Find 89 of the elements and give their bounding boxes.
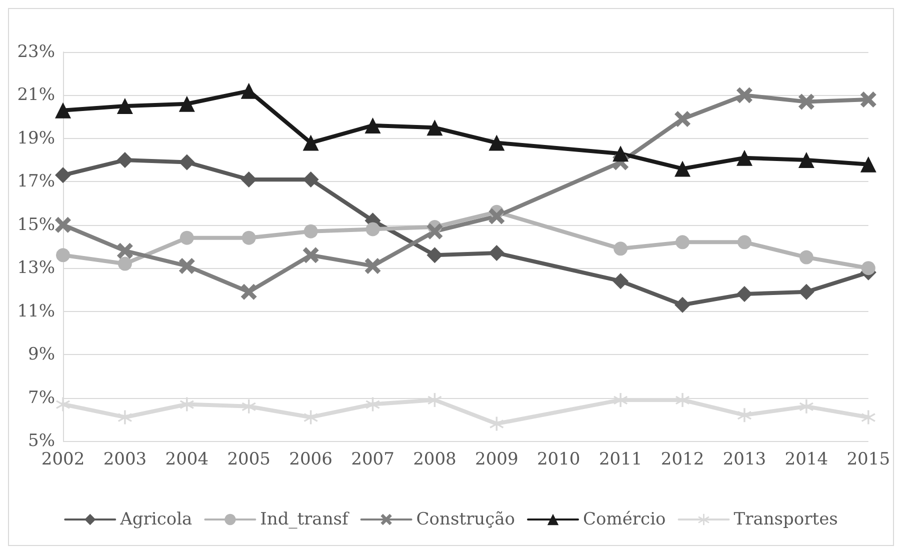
point (180, 397, 194, 412)
x-tick-label: 2011 (598, 450, 642, 470)
point (736, 150, 752, 166)
point (240, 82, 257, 99)
point (737, 408, 752, 422)
y-tick-label: 5% (28, 431, 55, 451)
y-tick-label: 23% (17, 42, 55, 62)
point (488, 244, 505, 261)
point (116, 152, 133, 168)
point (676, 235, 690, 250)
y-tick-label: 13% (17, 258, 55, 278)
point (304, 224, 318, 238)
point (364, 258, 381, 274)
point (426, 223, 443, 240)
legend-label: Construção (416, 510, 515, 530)
point (178, 154, 195, 170)
point (56, 397, 70, 412)
point (860, 156, 876, 172)
point (488, 208, 505, 224)
point (676, 392, 690, 407)
point (674, 110, 691, 127)
point (242, 399, 256, 414)
point (178, 258, 195, 274)
x-tick-label: 2002 (41, 450, 85, 470)
point (55, 167, 71, 184)
x-tick-label: 2013 (722, 450, 766, 470)
point (799, 250, 814, 264)
point (674, 160, 691, 177)
point (798, 94, 814, 110)
point (612, 146, 629, 162)
point (302, 247, 319, 264)
point (302, 134, 319, 151)
point (736, 87, 752, 104)
point (240, 172, 257, 188)
x-tick-label: 2014 (784, 450, 828, 470)
point (860, 92, 876, 108)
x-tick-label: 2006 (289, 450, 332, 470)
point (861, 410, 876, 424)
point (55, 216, 71, 233)
point (302, 172, 319, 188)
point (614, 242, 628, 256)
point (118, 256, 132, 271)
point (56, 248, 70, 262)
y-tick-label: 17% (17, 172, 55, 192)
point (426, 247, 443, 264)
x-tick-label: 2007 (351, 450, 394, 470)
x-tick-label: 2004 (165, 450, 209, 470)
x-tick-label: 2005 (227, 450, 270, 470)
point (118, 410, 132, 424)
y-tick-label: 7% (28, 388, 55, 408)
x-tick-label: 2003 (103, 450, 147, 470)
point (799, 399, 814, 414)
x-tick-label: 2008 (413, 450, 456, 470)
point (737, 235, 752, 250)
x-tick-label: 2012 (660, 450, 704, 470)
point (798, 284, 814, 300)
point (428, 392, 442, 407)
point (240, 284, 257, 300)
point (674, 296, 691, 313)
legend-label: Ind_transf (260, 510, 350, 530)
legend-label: Transportes (734, 510, 838, 530)
point (612, 273, 629, 290)
point (614, 392, 628, 407)
x-tick-label: 2015 (846, 450, 890, 470)
point (861, 261, 876, 276)
x-tick-label: 2010 (536, 450, 580, 470)
y-tick-label: 9% (28, 344, 55, 365)
y-tick-label: 21% (17, 85, 55, 106)
point (364, 117, 381, 134)
point (178, 96, 195, 112)
point (736, 286, 752, 302)
point (490, 416, 504, 431)
point (116, 98, 133, 114)
point (180, 230, 194, 245)
point (366, 397, 380, 412)
x-tick-label: 2009 (475, 450, 518, 470)
point (798, 152, 814, 168)
point (426, 120, 443, 136)
point (488, 134, 505, 151)
point (304, 410, 318, 424)
y-tick-label: 19% (17, 128, 55, 148)
y-tick-label: 11% (17, 301, 55, 322)
point (55, 102, 71, 118)
legend-label: Agricola (119, 510, 192, 530)
point (366, 222, 380, 236)
y-tick-label: 15% (17, 214, 55, 235)
point (242, 230, 256, 245)
legend-label: Comércio (582, 510, 666, 530)
point (116, 242, 133, 259)
